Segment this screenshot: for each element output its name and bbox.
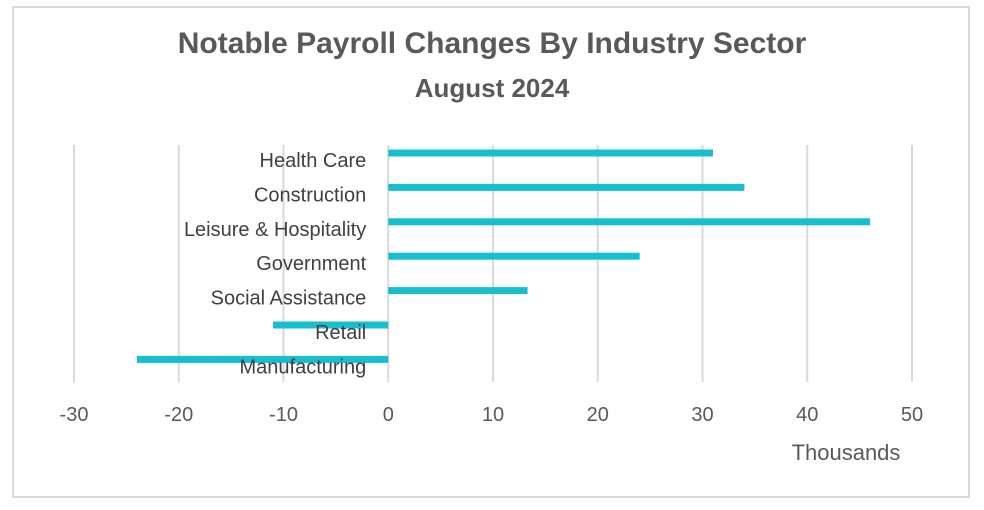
category-label: Health Care: [260, 150, 367, 172]
x-tick-label: -30: [60, 404, 89, 426]
gridlines: [73, 145, 913, 382]
category-label: Construction: [254, 184, 366, 206]
x-tick-label: 20: [587, 404, 609, 426]
x-tick-label: -10: [269, 404, 298, 426]
bar: [388, 287, 528, 295]
category-labels: Health Care Construction Leisure & Hospita…: [184, 150, 367, 378]
chart-subtitle: August 2024: [414, 73, 570, 103]
x-tick-label: 30: [691, 404, 713, 426]
x-tick-label: 0: [383, 404, 394, 426]
bars: [136, 149, 871, 363]
x-axis-title: Thousands: [792, 440, 901, 465]
chart-title: Notable Payroll Changes By Industry Sect…: [177, 27, 807, 60]
x-tick-labels: -30 -20 -10 0 10 20 30 40 50: [60, 404, 924, 426]
bar: [388, 149, 713, 157]
x-tick-label: 50: [901, 404, 923, 426]
category-label: Government: [256, 253, 366, 275]
bar: [273, 321, 389, 329]
bar: [388, 183, 745, 191]
bar: [388, 252, 640, 260]
chart-frame: [12, 6, 970, 498]
category-label: Manufacturing: [240, 356, 367, 378]
category-label: Leisure & Hospitality: [184, 219, 366, 241]
x-tick-label: 10: [482, 404, 504, 426]
x-tick-label: -20: [164, 404, 193, 426]
category-label: Social Assistance: [211, 288, 367, 310]
category-label: Retail: [315, 322, 366, 344]
bar: [388, 218, 871, 226]
bar: [136, 355, 389, 363]
x-tick-label: 40: [796, 404, 818, 426]
